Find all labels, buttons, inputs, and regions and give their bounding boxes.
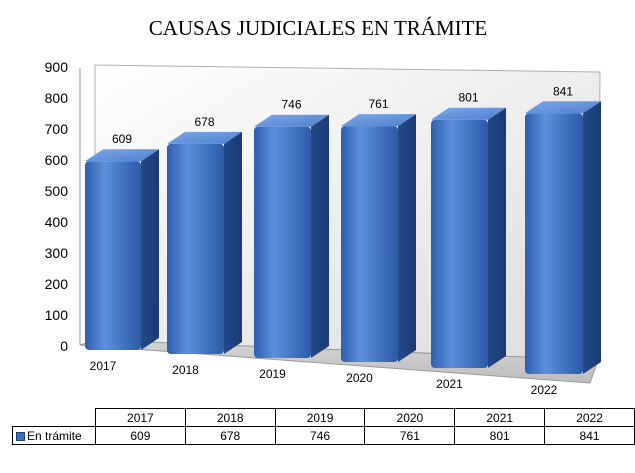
data-table-corner <box>12 408 96 427</box>
y-tick-label: 400 <box>45 214 69 230</box>
data-table-year: 2019 <box>274 408 366 427</box>
data-label: 609 <box>112 132 132 146</box>
bar-2022 <box>525 101 601 374</box>
y-tick-label: 900 <box>45 59 69 75</box>
data-table-value: 841 <box>544 426 635 445</box>
y-tick-label: 600 <box>45 152 69 168</box>
data-table-value: 761 <box>364 426 456 445</box>
bar-top-face <box>254 114 329 127</box>
y-tick-label: 300 <box>45 245 69 261</box>
data-label: 761 <box>368 97 388 111</box>
bar-2019 <box>254 114 329 359</box>
data-table-year: 2017 <box>94 408 186 427</box>
data-table-year: 2020 <box>364 408 456 427</box>
bar-top-face <box>341 114 416 127</box>
data-label: 841 <box>553 84 573 98</box>
legend-swatch <box>16 431 25 441</box>
bar-2020 <box>341 114 416 362</box>
bar-front-face <box>341 126 398 362</box>
bar-front-face <box>525 113 583 374</box>
data-label: 801 <box>458 91 478 105</box>
x-tick-label: 2021 <box>436 377 463 391</box>
x-tick-label: 2018 <box>172 363 199 377</box>
data-table-year: 2022 <box>544 408 635 427</box>
chart-title: CAUSAS JUDICIALES EN TRÁMITE <box>149 16 488 40</box>
bar-front-face <box>254 126 311 359</box>
y-tick-label: 100 <box>45 307 69 323</box>
x-tick-label: 2017 <box>90 359 117 373</box>
bar-top-face <box>525 101 601 114</box>
bar-top-face <box>167 131 242 144</box>
x-tick-label: 2020 <box>346 371 373 385</box>
data-table-year: 2018 <box>184 408 276 427</box>
bar-side-face <box>583 101 601 374</box>
bar-front-face <box>167 143 224 354</box>
bar-side-face <box>398 114 416 362</box>
y-tick-label: 800 <box>45 90 69 106</box>
data-table-year: 2021 <box>454 408 546 427</box>
bar-side-face <box>141 149 159 350</box>
data-table-value: 801 <box>454 426 546 445</box>
bar-front-face <box>431 119 488 368</box>
bar-side-face <box>311 114 329 359</box>
legend-entry: En trámite <box>12 426 96 445</box>
bar-top-face <box>431 107 506 120</box>
y-tick-label: 700 <box>45 121 69 137</box>
data-table-value: 678 <box>184 426 276 445</box>
data-label: 678 <box>194 115 214 129</box>
data-table-series-row: En trámite 609 678 746 761 801 841 <box>12 426 635 445</box>
bar-front-face <box>85 161 141 350</box>
data-table: 2017 2018 2019 2020 2021 2022 En trámite… <box>12 408 635 445</box>
data-table-value: 746 <box>274 426 366 445</box>
series-name: En trámite <box>27 428 82 443</box>
x-tick-label: 2022 <box>531 383 558 397</box>
bar-2017 <box>85 149 159 350</box>
x-tick-label: 2019 <box>259 367 286 381</box>
bar-side-face <box>224 131 242 354</box>
bar-2021 <box>431 107 506 368</box>
data-label: 746 <box>281 98 301 112</box>
y-tick-label: 500 <box>45 183 69 199</box>
data-table-header-row: 2017 2018 2019 2020 2021 2022 <box>12 408 635 427</box>
bar-2018 <box>167 131 242 354</box>
data-table-value: 609 <box>94 426 186 445</box>
y-tick-label: 200 <box>45 276 69 292</box>
bar-side-face <box>488 107 506 368</box>
bar-top-face <box>85 149 159 162</box>
y-tick-label: 0 <box>60 338 68 354</box>
